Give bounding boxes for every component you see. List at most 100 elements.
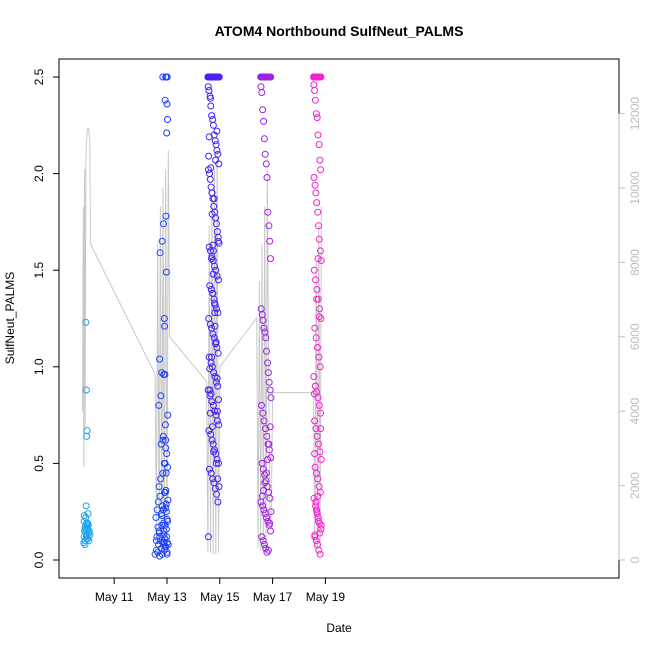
data-point — [313, 286, 321, 293]
data-point — [265, 222, 273, 230]
data-point — [160, 371, 168, 378]
x-tick-label: May 19 — [306, 590, 346, 604]
data-point — [210, 369, 218, 377]
data-point — [264, 208, 272, 216]
data-point — [80, 512, 88, 520]
data-point — [259, 502, 267, 510]
data-point — [310, 494, 318, 502]
data-point — [312, 506, 320, 514]
data-point — [317, 456, 325, 463]
data-point — [205, 427, 213, 435]
data-point — [210, 448, 218, 456]
data-point — [311, 533, 319, 541]
data-point — [314, 131, 322, 139]
data-point — [207, 286, 215, 293]
data-point — [314, 394, 322, 402]
data-point — [263, 432, 271, 440]
data-point — [161, 543, 169, 550]
data-point — [82, 318, 90, 326]
data-point — [163, 100, 171, 108]
data-point — [160, 220, 167, 228]
data-point — [261, 150, 269, 158]
x-tick-label: May 13 — [147, 590, 187, 604]
data-point — [83, 427, 91, 435]
series-1 — [80, 318, 94, 548]
data-point — [314, 344, 321, 351]
data-point — [159, 436, 167, 444]
y-tick-label: 2.0 — [32, 165, 46, 182]
data-point — [214, 309, 222, 317]
data-point — [315, 440, 322, 448]
data-point — [153, 533, 161, 541]
series-2 — [151, 73, 172, 560]
data-point — [152, 514, 160, 521]
data-point — [82, 502, 90, 510]
data-point — [214, 382, 222, 390]
data-point — [310, 174, 318, 181]
y-tick-label: 2.5 — [32, 68, 46, 85]
data-point — [163, 550, 171, 558]
data-point — [161, 96, 169, 104]
data-point — [164, 463, 171, 471]
data-point — [208, 210, 216, 218]
data-point — [316, 550, 324, 558]
data-point — [267, 394, 275, 402]
data-point — [163, 539, 171, 547]
y-axis-label: SulfNeut_PALMS — [3, 272, 17, 365]
y-tick-label: 1.5 — [32, 262, 46, 279]
data-point — [164, 496, 172, 504]
data-point — [206, 365, 214, 373]
data-point — [266, 519, 274, 527]
data-point — [208, 398, 216, 406]
data-point — [259, 537, 267, 545]
data-point — [211, 262, 218, 270]
data-point — [83, 521, 91, 529]
data-point — [310, 390, 318, 398]
data-point — [209, 121, 217, 129]
data-point — [267, 527, 274, 535]
data-point — [159, 506, 167, 514]
data-point — [204, 533, 212, 541]
data-point — [83, 432, 91, 440]
data-point — [213, 146, 221, 154]
data-point — [267, 255, 274, 263]
data-point — [260, 506, 268, 514]
data-point — [158, 237, 166, 245]
data-point — [215, 396, 222, 404]
data-point — [213, 490, 221, 498]
data-point — [215, 483, 223, 491]
data-point — [260, 117, 268, 125]
data-point — [164, 411, 172, 419]
data-point — [163, 73, 171, 81]
y2-tick-label: 2000 — [628, 472, 642, 499]
data-point — [208, 353, 216, 361]
data-point — [259, 409, 267, 417]
data-point — [211, 309, 219, 317]
data-point — [315, 313, 323, 321]
series-4 — [257, 73, 275, 556]
data-point — [312, 276, 320, 284]
data-point — [258, 89, 266, 96]
data-point — [317, 409, 325, 417]
data-point — [212, 378, 220, 386]
data-point — [206, 465, 213, 473]
data-point — [258, 533, 266, 541]
data-point — [262, 425, 269, 433]
data-point — [207, 102, 215, 110]
data-point — [208, 112, 216, 120]
data-point — [81, 525, 89, 533]
data-point — [159, 73, 167, 81]
data-point — [162, 486, 170, 494]
data-point — [83, 535, 91, 543]
data-point — [264, 456, 272, 463]
x-tick-label: May 11 — [95, 590, 134, 604]
data-point — [155, 401, 163, 409]
data-point — [209, 330, 217, 338]
data-point — [310, 266, 318, 274]
data-point — [312, 334, 320, 342]
data-point — [313, 295, 321, 303]
data-point — [82, 386, 90, 394]
data-point — [157, 475, 165, 483]
data-point — [157, 392, 165, 400]
